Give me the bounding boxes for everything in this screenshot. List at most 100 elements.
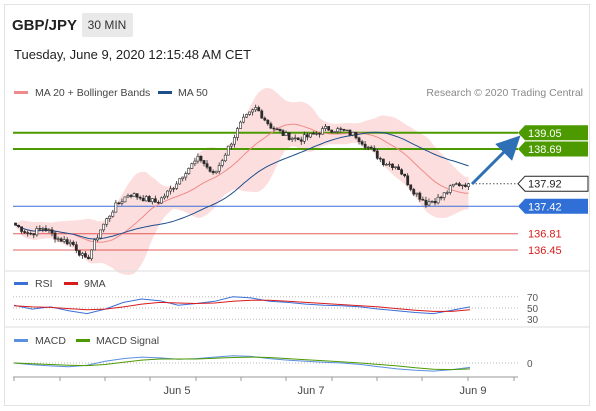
candle bbox=[29, 231, 33, 236]
candle bbox=[451, 183, 455, 188]
candle bbox=[290, 136, 294, 143]
x-axis: Jun 5 Jun 7 Jun 9 bbox=[13, 377, 515, 397]
candle bbox=[430, 200, 434, 204]
candle bbox=[460, 184, 464, 190]
price-tag-label: 137.92 bbox=[528, 179, 562, 191]
macd-line bbox=[13, 355, 471, 372]
candle bbox=[123, 196, 127, 203]
candle bbox=[14, 222, 17, 226]
candle bbox=[77, 250, 81, 257]
candle bbox=[47, 227, 51, 233]
candle bbox=[412, 187, 416, 197]
candle bbox=[163, 193, 166, 200]
candle bbox=[378, 156, 382, 163]
x-tick-label: Jun 5 bbox=[164, 385, 191, 397]
candle bbox=[275, 127, 279, 131]
candle bbox=[348, 129, 352, 137]
candle bbox=[132, 192, 136, 197]
candle bbox=[38, 225, 42, 232]
candle bbox=[272, 126, 276, 132]
candle bbox=[427, 198, 431, 206]
rsi-ma-legend-swatch bbox=[64, 282, 78, 285]
price-tag-support: 136.45 bbox=[528, 245, 562, 257]
candle bbox=[71, 240, 75, 247]
candle bbox=[208, 165, 212, 173]
price-tag-resistance: 139.05 bbox=[518, 125, 588, 141]
candle bbox=[296, 137, 300, 141]
candle bbox=[284, 130, 288, 136]
candle bbox=[375, 148, 379, 160]
macd-zero-label: 0 bbox=[527, 359, 533, 370]
timeframe-label: 30 MIN bbox=[88, 18, 127, 32]
candle bbox=[433, 198, 437, 206]
candle bbox=[445, 190, 449, 195]
candle bbox=[81, 251, 84, 259]
candle bbox=[397, 164, 400, 170]
candle bbox=[150, 198, 154, 205]
price-tag-support: 136.81 bbox=[528, 229, 562, 241]
candle bbox=[102, 223, 106, 233]
candle bbox=[153, 195, 157, 203]
candle bbox=[114, 199, 118, 213]
moving-averages bbox=[15, 123, 469, 243]
candle bbox=[248, 111, 252, 116]
candle bbox=[87, 254, 90, 260]
candle bbox=[41, 226, 45, 233]
price-tag-label: 137.42 bbox=[528, 201, 562, 213]
candle bbox=[312, 131, 315, 135]
candle bbox=[187, 167, 191, 175]
candle bbox=[302, 131, 306, 145]
candle bbox=[318, 132, 321, 138]
signal-legend-label: MACD Signal bbox=[96, 335, 159, 347]
ma50-line bbox=[15, 131, 469, 240]
candle bbox=[175, 181, 179, 190]
candle bbox=[448, 184, 452, 195]
price-tag-label: 138.69 bbox=[528, 144, 562, 156]
ma20-legend-swatch bbox=[14, 91, 28, 94]
candle bbox=[369, 145, 373, 150]
candle bbox=[439, 195, 443, 201]
candle bbox=[53, 230, 57, 243]
candle bbox=[327, 126, 331, 131]
candle bbox=[330, 129, 334, 134]
candle bbox=[166, 190, 169, 199]
candle bbox=[266, 119, 270, 126]
macd-panel: 0 bbox=[13, 355, 533, 372]
rsi-legend-swatch bbox=[14, 282, 28, 285]
candle bbox=[464, 182, 467, 188]
candle bbox=[424, 196, 428, 208]
candle bbox=[245, 113, 248, 118]
candle bbox=[129, 193, 133, 199]
candle bbox=[169, 185, 172, 195]
ma50-legend-label: MA 50 bbox=[178, 87, 208, 99]
rsi-level-label: 30 bbox=[527, 315, 539, 326]
candle bbox=[254, 104, 258, 113]
candle bbox=[138, 195, 142, 201]
candle bbox=[305, 132, 309, 141]
price-levels bbox=[13, 131, 518, 251]
candle bbox=[172, 187, 176, 193]
candle bbox=[442, 192, 446, 201]
bollinger-band-fill bbox=[15, 87, 469, 275]
candle bbox=[400, 168, 404, 176]
candle bbox=[147, 195, 151, 203]
credit-label: Research © 2020 Trading Central bbox=[426, 87, 583, 99]
price-tags: 139.05 138.69 137.92 137.42 136.81 136.45 bbox=[517, 125, 589, 257]
candle bbox=[135, 193, 139, 200]
candle bbox=[111, 209, 115, 218]
candle bbox=[339, 126, 343, 133]
rsi-line bbox=[13, 296, 471, 315]
candle bbox=[62, 236, 66, 244]
candle bbox=[96, 234, 100, 242]
candle bbox=[239, 120, 242, 129]
candle bbox=[226, 145, 230, 156]
chart-card bbox=[4, 4, 590, 406]
candle bbox=[415, 192, 419, 197]
candle bbox=[293, 134, 297, 142]
timeframe-badge[interactable] bbox=[82, 13, 133, 37]
candle bbox=[32, 233, 36, 239]
candle bbox=[233, 134, 236, 148]
candle bbox=[384, 162, 388, 166]
